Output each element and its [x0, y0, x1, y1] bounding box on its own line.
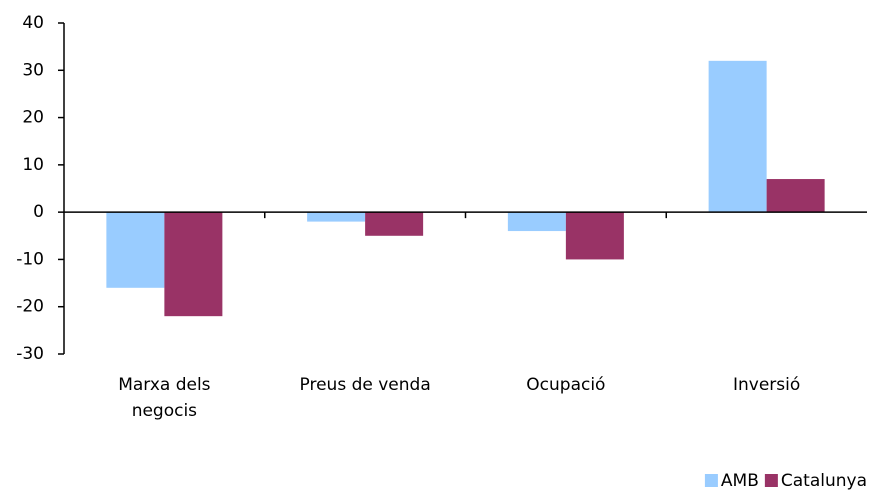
bar: [507, 212, 566, 232]
y-tick-label: -20: [16, 297, 44, 317]
x-tick-label: Preus de venda: [300, 375, 431, 395]
bar: [307, 212, 366, 222]
legend-label: Catalunya: [781, 471, 867, 491]
y-tick-label: 0: [33, 202, 44, 222]
bar: [106, 212, 165, 288]
y-tick-label: 30: [22, 60, 44, 80]
bar: [766, 179, 825, 213]
y-tick-label: 20: [22, 108, 44, 128]
y-tick-label: -10: [16, 249, 44, 269]
y-tick-label: 10: [22, 155, 44, 175]
x-tick-label: Ocupació: [526, 375, 605, 395]
bar: [708, 60, 767, 213]
x-tick-label: Marxa dels negocis: [118, 375, 210, 421]
legend-swatch: [704, 474, 718, 487]
bar: [164, 212, 223, 317]
bar: [365, 212, 424, 236]
x-tick-label: Inversió: [733, 375, 800, 395]
bar: [565, 212, 624, 260]
y-tick-label: -30: [16, 344, 44, 364]
legend-swatch: [764, 474, 778, 487]
legend-label: AMB: [721, 471, 759, 491]
y-tick-label: 40: [22, 13, 44, 33]
legend: Catalunya AMB: [704, 471, 867, 491]
